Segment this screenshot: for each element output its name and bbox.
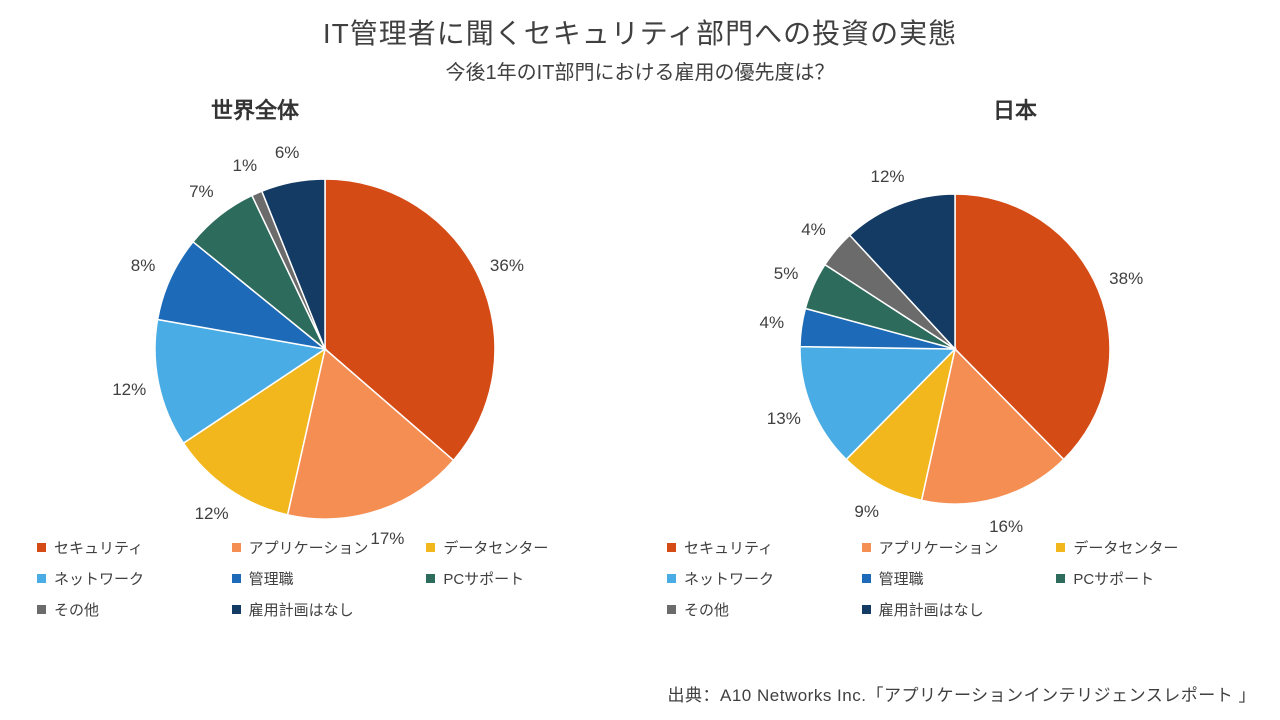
slice-label: 5% [774,264,799,284]
slice-label: 38% [1109,269,1143,289]
legend-swatch [426,574,435,583]
page-title: IT管理者に聞くセキュリティ部門への投資の実態 [0,12,1280,52]
legend-item: アプリケーション [862,537,1049,558]
legend-world: セキュリティ アプリケーション データセンターネットワーク 管理職 PCサポートその他 雇… [25,537,625,620]
legend-label: データセンター [443,537,548,558]
legend-item: その他 [667,599,854,620]
legend-label: ネットワーク [684,568,774,589]
legend-item: ネットワーク [667,568,854,589]
slice-label: 6% [275,143,300,163]
legend-label: 管理職 [879,568,924,589]
legend-swatch [862,543,871,552]
legend-swatch [862,605,871,614]
slice-label: 36% [490,256,524,276]
slice-label: 13% [767,409,801,429]
legend-item: データセンター [1056,537,1243,558]
slice-label: 1% [233,156,258,176]
legend-swatch [232,543,241,552]
legend-label: 管理職 [249,568,294,589]
legend-swatch [426,543,435,552]
legend-item: その他 [37,599,224,620]
legend-item: 雇用計画はなし [862,599,1049,620]
legend-label: その他 [54,599,99,620]
legend-swatch [37,543,46,552]
legend-label: セキュリティ [684,537,773,558]
title-block: IT管理者に聞くセキュリティ部門への投資の実態 今後1年のIT部門における雇用の… [0,0,1280,85]
pie-japan: 38%16%9%13%4%5%4%12% [740,129,1170,529]
chart-japan-title: 日本 [993,93,1037,125]
slice-label: 4% [760,313,785,333]
slice-label: 12% [112,380,146,400]
slice-label: 7% [189,182,214,202]
chart-world-title: 世界全体 [211,93,299,125]
legend-item: ネットワーク [37,568,224,589]
legend-item: データセンター [426,537,613,558]
legend-label: PCサポート [1073,568,1154,589]
slice-label: 4% [801,220,826,240]
slice-label: 16% [989,517,1023,537]
slice-label: 8% [131,256,156,276]
legend-item: 管理職 [862,568,1049,589]
legend-swatch [1056,574,1065,583]
legend-swatch [667,605,676,614]
legend-item: セキュリティ [667,537,854,558]
legend-label: アプリケーション [249,537,369,558]
legend-label: その他 [684,599,729,620]
page-subtitle: 今後1年のIT部門における雇用の優先度は？ [0,56,1280,85]
pie-svg [110,129,540,529]
legend-swatch [37,605,46,614]
legend-item: 雇用計画はなし [232,599,419,620]
legend-swatch [667,574,676,583]
chart-world: 世界全体 36% 17% 12% 12% 8% 7% 1% 6% セキュリティ アプリケーション… [15,93,635,620]
charts-row: 世界全体 36% 17% 12% 12% 8% 7% 1% 6% セキュリティ アプリケーション… [0,93,1280,620]
legend-swatch [1056,543,1065,552]
pie-svg [740,129,1170,529]
legend-label: データセンター [1073,537,1178,558]
legend-swatch [862,574,871,583]
chart-japan: 日本 38% 16% 9% 13% 4% 5% 4% 12% セキュリティ アプリケーション デー… [645,93,1265,620]
legend-japan: セキュリティ アプリケーション データセンターネットワーク 管理職 PCサポートその他 雇… [655,537,1255,620]
legend-item: 管理職 [232,568,419,589]
slice-label: 12% [871,167,905,187]
slice-label: 17% [370,529,404,549]
legend-label: セキュリティ [54,537,143,558]
pie-world: 36%17%12%12%8%7%1%6% [110,129,540,529]
legend-swatch [232,605,241,614]
legend-label: PCサポート [443,568,524,589]
legend-swatch [37,574,46,583]
legend-label: 雇用計画はなし [879,599,984,620]
slice-label: 9% [854,502,879,522]
legend-item: セキュリティ [37,537,224,558]
legend-item: PCサポート [426,568,613,589]
legend-label: ネットワーク [54,568,144,589]
footer-source: 出典：A10 Networks Inc.「アプリケーションインテリジェンスレポー… [668,681,1256,706]
legend-swatch [667,543,676,552]
legend-item: PCサポート [1056,568,1243,589]
legend-swatch [232,574,241,583]
slice-label: 12% [195,504,229,524]
legend-label: 雇用計画はなし [249,599,354,620]
legend-label: アプリケーション [879,537,999,558]
